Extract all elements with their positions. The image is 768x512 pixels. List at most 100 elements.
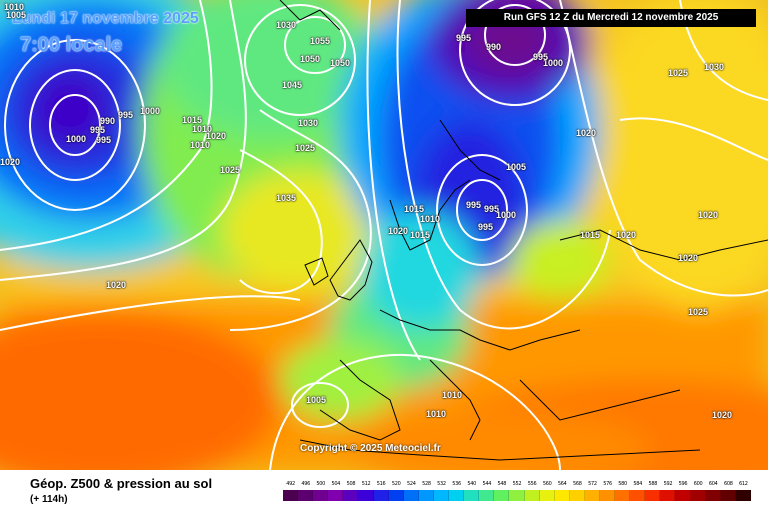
isobar-label: 1015 [410,230,431,240]
scale-label: 508 [346,481,356,487]
scale-swatch [494,490,510,501]
isobar-label: 1055 [310,36,331,46]
scale-label: 596 [678,481,688,487]
scale-label: 608 [723,481,733,487]
map-footer: Géop. Z500 & pression au sol (+ 114h) 49… [0,470,768,512]
isobar-label: 1020 [106,280,127,290]
scale-label: 612 [739,481,748,487]
isobar-label: 1000 [543,58,564,68]
color-scale-labels: 492 496 500 504 508 512 516 520 524 528 532 536 540 5… [283,481,751,487]
isobar-label: 1020 [616,230,637,240]
isobar-label: 1005 [6,10,27,20]
scale-label: 592 [663,481,673,487]
scale-label: 516 [376,481,386,487]
scale-label: 544 [482,481,492,487]
scale-swatch [615,490,631,501]
scale-label: 540 [467,481,476,487]
isobar-label: 995 [484,204,500,214]
scale-label: 500 [316,481,326,487]
isobar-label: 1020 [678,253,699,263]
isobar-label: 1010 [442,390,463,400]
isobar-label: 1005 [506,162,527,172]
isobar-label: 995 [96,135,112,145]
isobar-label: 1015 [182,115,203,125]
scale-label: 492 [286,481,295,487]
isobar-label: 995 [466,200,482,210]
scale-label: 600 [693,481,703,487]
isobar-label: 1010 [4,2,25,12]
scale-label: 532 [437,481,446,487]
isobar-label: 1010 [192,124,213,134]
isobar-lines [0,0,768,470]
scale-swatch [569,490,585,501]
isobar-label: 995 [90,125,106,135]
scale-label: 520 [391,481,401,487]
isobar-label: 1020 [388,226,409,236]
scale-swatch [554,490,570,501]
scale-label: 584 [633,481,643,487]
scale-swatch [735,490,751,501]
isobar-label: 1030 [298,118,319,128]
isobar-label: 990 [100,116,116,126]
scale-swatch [479,490,495,501]
scale-swatch [690,490,706,501]
isobar-label: 1010 [420,214,441,224]
copyright-text: Copyright © 2025 Meteociel.fr [300,443,441,454]
scale-label: 560 [542,481,552,487]
scale-swatch [720,490,736,501]
scale-swatch [328,490,344,501]
forecast-time: 7:00 locale [20,34,123,56]
scale-label: 524 [406,481,416,487]
scale-label: 604 [708,481,718,487]
scale-swatch [358,490,374,501]
color-scale-swatches [283,490,751,501]
isobar-label: 1020 [698,210,719,220]
scale-label: 576 [603,481,612,487]
run-banner: Run GFS 12 Z du Mercredi 12 novembre 202… [466,9,756,27]
weather-map: Run GFS 12 Z du Mercredi 12 novembre 202… [0,0,768,470]
scale-label: 552 [512,481,522,487]
scale-swatch [705,490,721,501]
isobar-label: 995 [478,222,494,232]
scale-swatch [298,490,314,501]
scale-swatch [388,490,404,501]
map-title: Géop. Z500 & pression au sol [30,476,213,491]
isobar-label: 1020 [712,410,733,420]
scale-swatch [403,490,419,501]
scale-swatch [464,490,480,501]
isobar-label: 1025 [220,165,241,175]
isobar-label: 1015 [404,204,425,214]
scale-label: 536 [452,481,461,487]
scale-label: 556 [527,481,537,487]
scale-swatch [283,490,299,501]
scale-label: 504 [331,481,341,487]
isobar-label: 1015 [580,230,601,240]
isobar-label: 1035 [276,193,297,203]
scale-swatch [313,490,329,501]
isobar-label: 1050 [330,58,351,68]
forecast-offset: (+ 114h) [30,494,68,505]
isobar-label: 1005 [306,395,327,405]
scale-swatch [449,490,465,501]
isobar-label: 1025 [295,143,316,153]
isobar-label: 995 [118,110,134,120]
isobar-label: 1020 [206,131,227,141]
isobar-label: 1025 [668,68,689,78]
scale-swatch [343,490,359,501]
isobar-label: 1045 [282,80,303,90]
coastlines [279,0,768,461]
scale-label: 572 [588,481,597,487]
scale-swatch [630,490,646,501]
isobar-label: 995 [456,33,472,43]
geopotential-field [0,0,768,470]
isobar-label: 1030 [704,62,725,72]
scale-swatch [599,490,616,501]
scale-swatch [584,490,600,501]
scale-label: 580 [618,481,627,487]
scale-swatch [539,490,555,501]
isobar-label: 1020 [576,128,597,138]
scale-label: 548 [497,481,507,487]
isobar-label: 1000 [496,210,517,220]
color-scale: 492 496 500 504 508 512 516 520 524 528 532 536 540 5… [283,481,751,507]
isobar-label: 1010 [190,140,211,150]
